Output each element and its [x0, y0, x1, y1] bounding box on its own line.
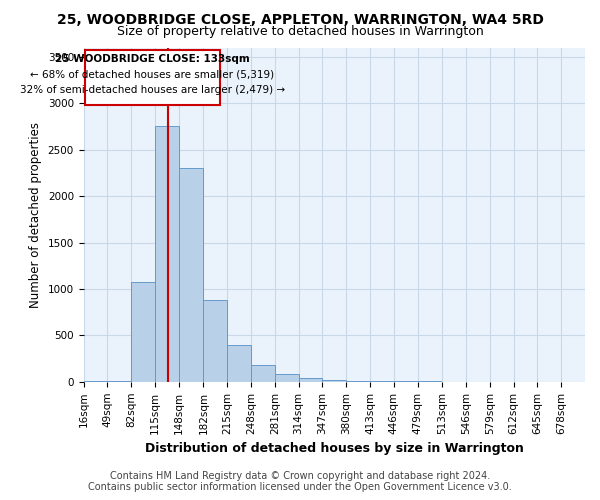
Bar [83, 381, 107, 382]
Bar [131, 282, 155, 382]
FancyBboxPatch shape [85, 50, 220, 105]
Bar [155, 126, 179, 382]
Bar [107, 381, 131, 382]
Bar [203, 300, 227, 382]
Bar [299, 378, 322, 382]
Y-axis label: Number of detached properties: Number of detached properties [29, 122, 42, 308]
Text: Size of property relative to detached houses in Warrington: Size of property relative to detached ho… [116, 25, 484, 38]
Bar [322, 380, 346, 382]
Bar [179, 168, 203, 382]
Text: 25, WOODBRIDGE CLOSE, APPLETON, WARRINGTON, WA4 5RD: 25, WOODBRIDGE CLOSE, APPLETON, WARRINGT… [56, 12, 544, 26]
Text: 32% of semi-detached houses are larger (2,479) →: 32% of semi-detached houses are larger (… [20, 85, 285, 95]
Bar [275, 374, 299, 382]
Text: ← 68% of detached houses are smaller (5,319): ← 68% of detached houses are smaller (5,… [31, 70, 275, 80]
Bar [346, 380, 370, 382]
Text: Contains HM Land Registry data © Crown copyright and database right 2024.
Contai: Contains HM Land Registry data © Crown c… [88, 471, 512, 492]
Bar [227, 344, 251, 382]
Text: 25 WOODBRIDGE CLOSE: 133sqm: 25 WOODBRIDGE CLOSE: 133sqm [55, 54, 250, 64]
Bar [370, 381, 394, 382]
X-axis label: Distribution of detached houses by size in Warrington: Distribution of detached houses by size … [145, 442, 524, 455]
Bar [251, 365, 275, 382]
